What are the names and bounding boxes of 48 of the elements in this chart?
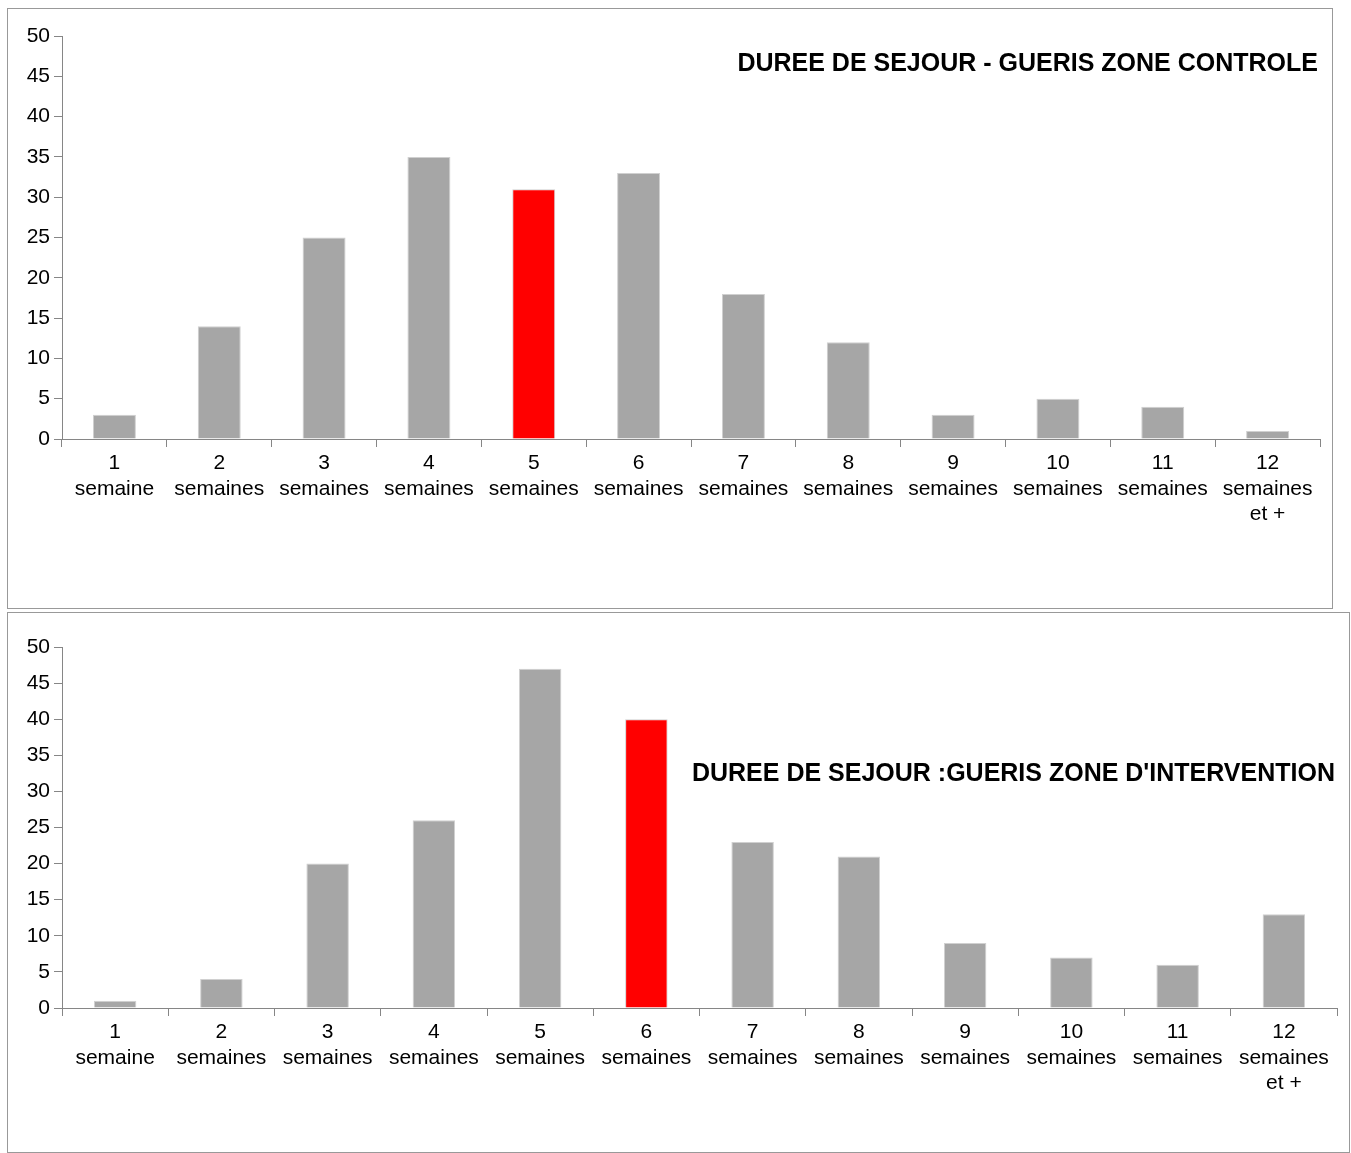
y-tick-label: 45 (26, 63, 50, 87)
x-tick-label: 12 semaines et + (1222, 450, 1313, 524)
x-tick-label: 6 semaines (593, 450, 684, 499)
x-tick-label: 7 semaines (698, 450, 789, 499)
x-tick-label: 8 semaines (803, 450, 894, 499)
y-tick-label: 15 (26, 886, 50, 910)
x-tick-label: 9 semaines (920, 1019, 1011, 1068)
x-tick-label: 10 semaines (1012, 450, 1103, 499)
x-tick-label: 6 semaines (601, 1019, 692, 1068)
text: DUREE DE SEJOUR :GUERIS ZONE D'INTERVENTION (691, 757, 1335, 786)
x-tick-label: 11 semaines (1132, 1019, 1223, 1068)
y-tick-label: 30 (26, 778, 50, 802)
y-tick-label: 45 (26, 669, 50, 693)
x-tick-label: 3 semaines (282, 1019, 373, 1068)
x-tick-label: 11 semaines (1117, 450, 1208, 499)
x-tick-label: 1 semaine (74, 450, 155, 499)
y-tick-label: 25 (26, 224, 50, 248)
x-tick-label: 8 semaines (813, 1019, 904, 1068)
x-tick-label: 4 semaines (383, 450, 474, 499)
x-tick-label: 2 semaines (176, 1019, 267, 1068)
x-tick-label: 10 semaines (1026, 1019, 1117, 1068)
x-tick-label: 7 semaines (707, 1019, 798, 1068)
y-tick-label: 40 (26, 706, 50, 729)
y-tick-label: 20 (26, 264, 50, 288)
y-tick-label: 5 (38, 385, 50, 409)
y-tick-label: 40 (26, 103, 50, 127)
x-tick-label: 3 semaines (279, 450, 370, 499)
x-tick-label: 1 semaine (75, 1019, 155, 1068)
x-tick-label: 5 semaines (495, 1019, 586, 1068)
y-tick-label: 20 (26, 850, 50, 874)
text: DUREE DE SEJOUR - GUERIS ZONE CONTROLE (737, 47, 1318, 76)
x-tick-label: 5 semaines (488, 450, 579, 499)
y-tick-label: 25 (26, 814, 50, 838)
x-tick-label: 12 semaines et + (1238, 1019, 1329, 1093)
y-tick-label: 35 (26, 143, 50, 167)
y-tick-label: 0 (38, 425, 50, 449)
y-tick-label: 15 (26, 304, 50, 328)
y-tick-label: 10 (26, 922, 50, 946)
y-tick-label: 35 (26, 742, 50, 766)
y-tick-label: 10 (26, 345, 50, 369)
y-tick-label: 50 (26, 22, 50, 46)
y-tick-label: 50 (26, 633, 50, 657)
x-tick-label: 4 semaines (388, 1019, 479, 1068)
x-tick-label: 9 semaines (908, 450, 999, 499)
x-tick-label: 2 semaines (174, 450, 265, 499)
y-tick-label: 0 (38, 994, 50, 1018)
y-tick-label: 5 (38, 958, 50, 982)
y-tick-label: 30 (26, 184, 50, 207)
